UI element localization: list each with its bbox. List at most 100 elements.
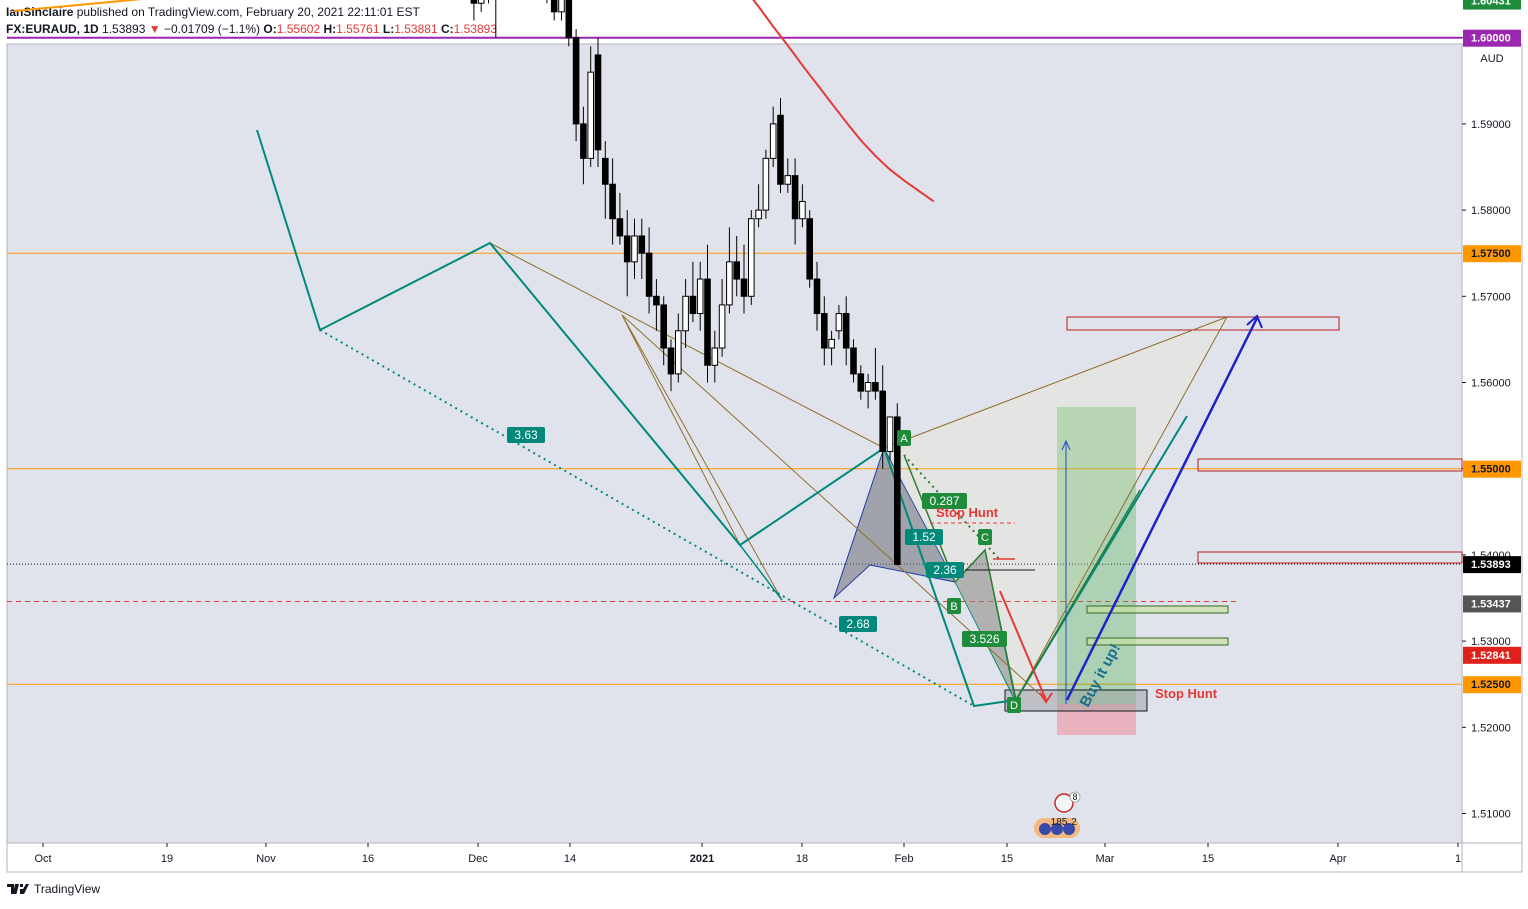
candle[interactable] (682, 279, 689, 349)
price-tag[interactable]: 1.60000 (1463, 29, 1521, 47)
price-tag[interactable]: 1.53893 (1463, 556, 1521, 574)
candle[interactable] (602, 141, 609, 219)
candle[interactable] (879, 365, 887, 469)
candle[interactable] (835, 304, 843, 340)
candle[interactable] (791, 158, 799, 245)
candle[interactable] (544, 0, 550, 4)
candle[interactable] (733, 235, 741, 297)
candle[interactable] (493, 0, 499, 38)
price-tag[interactable]: 1.55000 (1463, 460, 1521, 478)
red-arrow-line[interactable] (999, 590, 1047, 701)
candle[interactable] (718, 279, 726, 357)
candle[interactable] (704, 244, 711, 383)
candle[interactable] (726, 227, 733, 314)
fib-ratio-label[interactable]: 2.68 (839, 616, 877, 632)
support-box[interactable] (1086, 637, 1229, 646)
candle[interactable] (587, 46, 595, 167)
green-pattern-line[interactable] (1015, 489, 1141, 701)
candle[interactable] (477, 0, 485, 12)
entry-zone-box[interactable] (1004, 689, 1148, 712)
resistance-box[interactable] (1197, 551, 1463, 564)
candle[interactable] (711, 330, 719, 383)
footer-brand[interactable]: TradingView (7, 882, 100, 896)
price-tag[interactable]: 1.52500 (1463, 676, 1521, 694)
candle[interactable] (660, 296, 668, 366)
candle[interactable] (594, 37, 602, 167)
candle[interactable] (623, 210, 631, 297)
pattern-point-label[interactable]: C (978, 529, 992, 545)
candle[interactable] (558, 0, 565, 21)
candle[interactable] (762, 149, 770, 219)
candle[interactable] (609, 158, 616, 245)
resistance-box[interactable] (1066, 316, 1340, 331)
price-tag[interactable]: 1.53437 (1463, 595, 1521, 613)
pattern-point-label[interactable]: A (897, 430, 911, 446)
long-trendline[interactable] (13, 0, 1046, 12)
open-value: 1.55602 (276, 22, 321, 36)
candle[interactable] (638, 218, 646, 280)
candle[interactable] (470, 0, 478, 21)
fib-ratio-label[interactable]: 0.287 (922, 493, 967, 509)
candle[interactable] (784, 158, 792, 193)
candle[interactable] (616, 192, 624, 245)
candle[interactable] (864, 373, 872, 409)
candle[interactable] (667, 339, 675, 392)
candle[interactable] (580, 106, 587, 185)
symbol-interval[interactable]: FX:EURAUD, 1D (6, 22, 99, 36)
candle[interactable] (872, 348, 879, 400)
pattern-point-label[interactable]: B (947, 598, 961, 614)
candle[interactable] (894, 403, 901, 566)
candle[interactable] (740, 244, 748, 314)
candle[interactable] (550, 0, 558, 21)
fib-ratio-label[interactable]: 1.52 (905, 529, 943, 545)
candle[interactable] (769, 106, 777, 167)
price-tag[interactable]: 1.60431 (1463, 0, 1521, 10)
candle[interactable] (850, 339, 857, 383)
olive-pattern-line[interactable] (489, 242, 1229, 701)
candle[interactable] (653, 279, 660, 331)
candle[interactable] (842, 296, 850, 366)
currency-label: AUD (1480, 53, 1503, 65)
fib-ratio-label[interactable]: 3.63 (507, 427, 545, 443)
green-pattern-line[interactable] (903, 454, 1017, 701)
price-tick-label: 1.57000 (1471, 291, 1511, 303)
candle[interactable] (813, 261, 821, 331)
open-label: O: (263, 22, 277, 36)
candle[interactable] (572, 29, 580, 142)
candle[interactable] (806, 210, 814, 288)
candle[interactable] (486, 0, 492, 4)
fib-ratio-label[interactable]: 3.526 (962, 631, 1007, 647)
resistance-box[interactable] (1197, 458, 1463, 472)
candle[interactable] (748, 210, 755, 305)
support-box[interactable] (1086, 605, 1229, 614)
price-tag[interactable]: 1.52841 (1463, 646, 1521, 664)
rocket-reaction-icon[interactable] (1054, 793, 1074, 813)
candle[interactable] (828, 330, 835, 366)
profit-zone-box[interactable] (1057, 407, 1136, 704)
candle-body (580, 123, 587, 159)
candle[interactable] (631, 218, 638, 280)
candle[interactable] (675, 313, 682, 383)
target-arrowhead-icon (1061, 439, 1071, 451)
author-name[interactable]: IanSinclaire (6, 5, 74, 19)
ema-fast-line[interactable] (14, 0, 935, 203)
candle[interactable] (821, 296, 828, 366)
teal-pattern-line[interactable] (489, 242, 783, 601)
candle[interactable] (886, 416, 894, 461)
candle[interactable] (565, 0, 573, 47)
candle[interactable] (777, 98, 784, 193)
stop-hunt-upper-text[interactable]: Stop Hunt (936, 505, 999, 520)
reactions-group[interactable]: 8 185 2 (1034, 791, 1081, 838)
candle[interactable] (755, 184, 762, 228)
candle[interactable] (857, 365, 865, 400)
blue-projection-line[interactable] (1065, 317, 1259, 701)
candle[interactable] (799, 184, 806, 228)
candle[interactable] (696, 261, 704, 331)
stop-hunt-lower-text[interactable]: Stop Hunt (1155, 686, 1218, 701)
candle[interactable] (645, 227, 653, 314)
fib-ratio-label[interactable]: 2.36 (926, 562, 964, 578)
candle[interactable] (689, 261, 697, 323)
price-tag[interactable]: 1.57500 (1463, 245, 1521, 263)
pattern-point-label[interactable]: D (1007, 697, 1021, 713)
